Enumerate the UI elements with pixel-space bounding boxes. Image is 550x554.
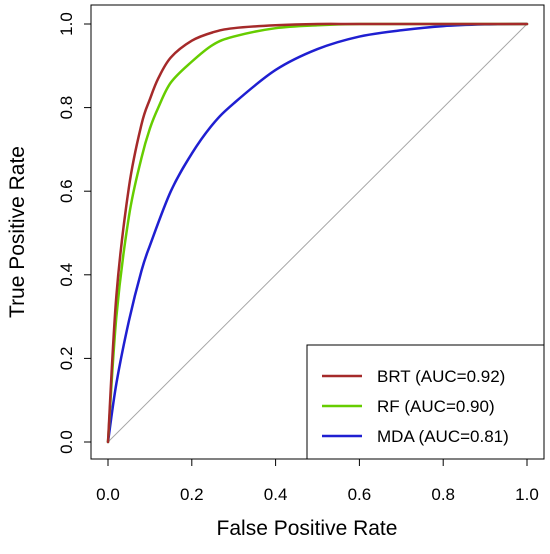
y-axis-title: True Positive Rate [6,146,29,318]
y-tick-label: 0.8 [57,96,76,120]
legend-label: RF (AUC=0.90) [377,397,495,416]
y-tick-label: 0.6 [57,179,76,203]
x-tick-label: 0.0 [96,485,120,504]
series-layer [106,22,529,444]
x-axis: 0.0 0.2 0.4 0.6 0.8 1.0 [96,458,539,504]
reference-diagonal-line [107,23,528,443]
legend-box [306,344,545,460]
x-tick-label: 1.0 [515,485,539,504]
legend-label: BRT (AUC=0.92) [377,367,505,386]
y-tick-label: 0.4 [57,263,76,287]
legend-label: MDA (AUC=0.81) [377,427,509,446]
y-tick-label: 0.0 [57,430,76,454]
y-tick-label: 1.0 [57,12,76,36]
x-tick-label: 0.8 [431,485,455,504]
x-tick-label: 0.6 [348,485,372,504]
x-tick-label: 0.2 [180,485,204,504]
series-line-brt [106,22,529,444]
x-axis-title: False Positive Rate [217,517,398,540]
y-tick-label: 0.2 [57,347,76,371]
series-line-mda [106,22,529,444]
legend: BRT (AUC=0.92) RF (AUC=0.90) MDA (AUC=0.81… [306,344,545,460]
x-tick-label: 0.4 [264,485,288,504]
y-axis: 0.0 0.2 0.4 0.6 0.8 1.0 [57,12,92,454]
reference-line-layer [107,23,528,443]
